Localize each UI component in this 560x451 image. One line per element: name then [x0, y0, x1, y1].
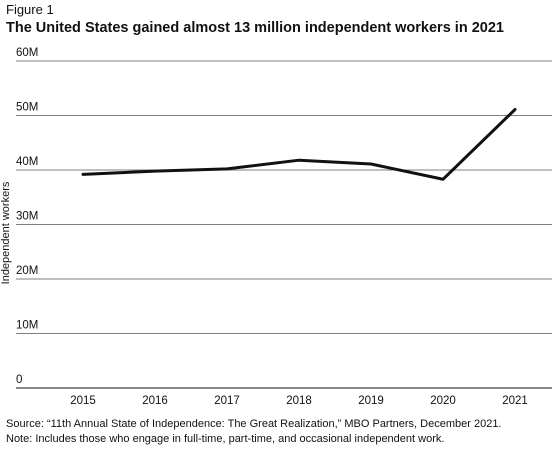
x-tick-label: 2016: [142, 395, 168, 407]
chart-title: The United States gained almost 13 milli…: [6, 20, 504, 36]
footnote: Note: Includes those who engage in full-…: [6, 433, 445, 445]
source-note: Source: “11th Annual State of Independen…: [6, 418, 502, 430]
x-tick-label: 2019: [358, 395, 384, 407]
y-tick-label: 50M: [16, 102, 38, 114]
series-line-0: [81, 108, 517, 181]
x-tick-label: 2021: [502, 395, 528, 407]
line-chart: 0 10M 20M 30M 40M 50M 60M 2015 2016 2017 2018 2019…: [0, 47, 552, 407]
y-tick-label: 20M: [16, 265, 38, 277]
x-tick-label: 2020: [430, 395, 456, 407]
series-lines: [81, 108, 517, 181]
x-tick-label: 2018: [286, 395, 312, 407]
x-tick-labels: 2015 2016 2017 2018 2019 2020 2021: [70, 395, 528, 407]
gridlines: [16, 60, 552, 389]
y-tick-labels: 0 10M 20M 30M 40M 50M 60M: [16, 47, 38, 386]
y-tick-label: 0: [16, 374, 22, 386]
y-tick-label: 30M: [16, 211, 38, 223]
x-tick-label: 2015: [70, 395, 96, 407]
figure-label: Figure 1: [6, 2, 54, 17]
y-axis-label: Independent workers: [0, 181, 12, 284]
x-tick-label: 2017: [214, 395, 240, 407]
y-tick-label: 10M: [16, 320, 38, 332]
y-tick-label: 40M: [16, 156, 38, 168]
y-tick-label: 60M: [16, 47, 38, 59]
